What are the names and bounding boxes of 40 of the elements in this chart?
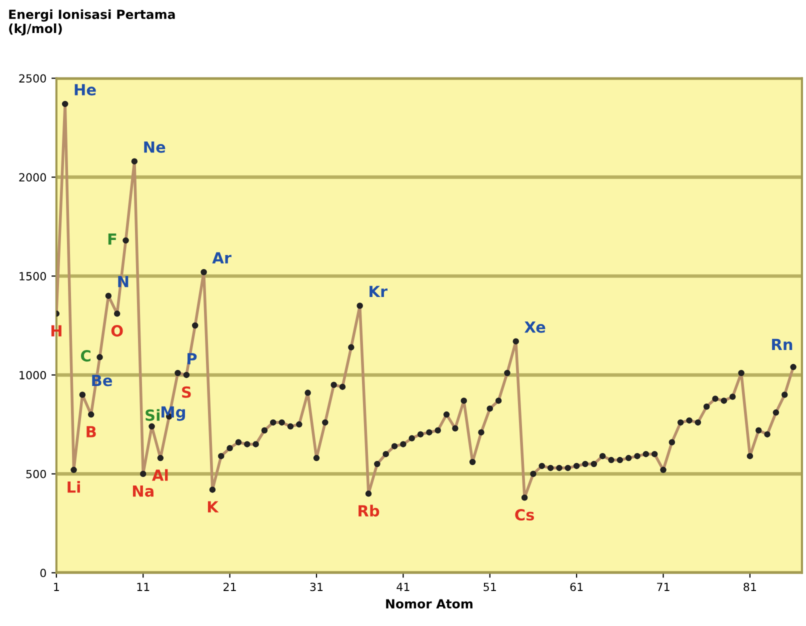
annotation: S	[182, 386, 191, 398]
annotation: Li	[68, 481, 80, 493]
x-axis-title: Nomor Atom	[386, 599, 472, 608]
annotation: Rn	[772, 338, 792, 350]
annotation: Ar	[212, 252, 232, 264]
annotation: Be	[92, 374, 112, 386]
annotation: Si	[146, 409, 160, 421]
x-tick-label: 41	[396, 582, 410, 591]
annotation: Rb	[358, 504, 380, 517]
annotation: H	[51, 325, 62, 336]
annotation: He	[74, 84, 96, 96]
annotation: Al	[152, 469, 168, 481]
annotation: Xe	[524, 321, 546, 333]
x-tick-label: 11	[137, 582, 150, 591]
x-tick-label: 1	[54, 582, 59, 591]
y-tick-label: 2500	[19, 74, 46, 83]
annotation: Cs	[515, 509, 534, 521]
annotation: Mg	[162, 406, 185, 421]
annotation: N	[118, 276, 128, 288]
annotation: C	[80, 350, 90, 362]
y-tick-label: 0	[40, 568, 46, 578]
x-tick-label: 71	[657, 582, 670, 591]
annotation: Na	[132, 485, 154, 497]
annotation: O	[111, 325, 123, 337]
annotation: Ne	[144, 141, 166, 153]
y-tick-label: 2000	[19, 173, 46, 182]
x-tick-label: 21	[224, 582, 236, 591]
x-tick-label: 31	[310, 582, 323, 592]
annotation: K	[208, 501, 219, 512]
annotation: B	[86, 426, 96, 438]
y-axis-title: Energi Ionisasi Pertama (kJ/mol)	[9, 9, 175, 36]
annotation: F	[108, 234, 116, 245]
y-tick-label: 1000	[20, 370, 46, 380]
y-tick-label: 500	[26, 470, 46, 478]
annotation: P	[188, 353, 197, 364]
x-tick-label: 51	[484, 582, 496, 592]
x-tick-label: 81	[744, 582, 756, 592]
x-tick-label: 61	[570, 582, 583, 592]
annotation: Kr	[370, 286, 388, 298]
y-tick-label: 1500	[20, 272, 46, 280]
